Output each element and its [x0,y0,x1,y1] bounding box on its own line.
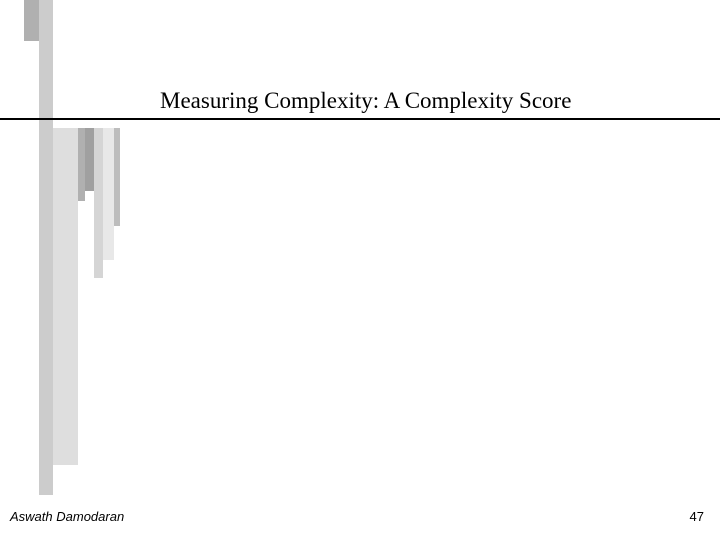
slide-title: Measuring Complexity: A Complexity Score [160,88,571,114]
decorative-bar [85,128,94,191]
title-underline [0,118,720,120]
footer-author: Aswath Damodaran [10,509,124,524]
decorative-bar [114,128,120,226]
decorative-bar [78,128,85,201]
decorative-bar [53,128,78,465]
decorative-bar [39,0,53,495]
decorative-bar [103,128,114,260]
footer-page-number: 47 [690,509,704,524]
slide: Measuring Complexity: A Complexity Score… [0,0,720,540]
decorative-bar [94,128,103,278]
